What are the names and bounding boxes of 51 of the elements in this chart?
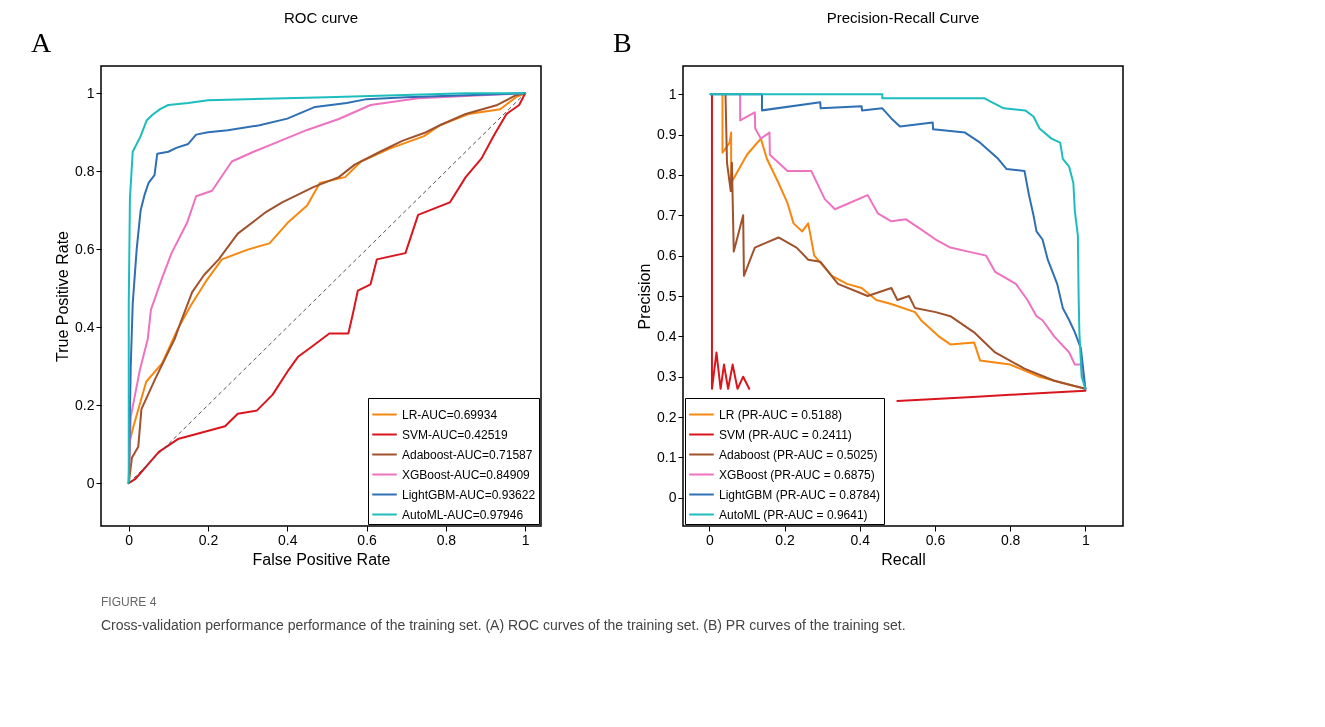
x-tick-label: 1 <box>1081 531 1090 548</box>
y-tick-label: 0.4 <box>75 318 95 335</box>
legend-label: XGBoost (PR-AUC = 0.6875) <box>719 467 875 482</box>
y-tick-label: 0.2 <box>75 396 95 413</box>
legend-label: SVM-AUC=0.42519 <box>402 427 509 442</box>
x-tick-label: 0 <box>125 531 134 548</box>
legend-label: SVM (PR-AUC = 0.2411) <box>719 427 852 442</box>
y-tick-label: 0.9 <box>657 126 677 143</box>
y-tick-label: 0.1 <box>657 448 677 465</box>
y-tick-label: 0.5 <box>657 287 677 304</box>
x-tick-label: 0.2 <box>198 531 219 548</box>
x-tick-label: 0.4 <box>850 531 871 548</box>
x-tick-label: 0 <box>705 531 714 548</box>
x-tick-label: 0.4 <box>278 531 298 548</box>
x-tick-label: 0.6 <box>925 531 946 548</box>
y-tick-label: 0.8 <box>75 162 95 179</box>
y-tick-label: 0.8 <box>657 166 677 183</box>
y-tick-label: 0.7 <box>657 206 677 223</box>
y-tick-label: 0.4 <box>657 327 677 344</box>
text: A <box>31 27 52 58</box>
caption: FIGURE 4 <box>101 595 157 609</box>
y-tick-label: 0 <box>86 474 95 491</box>
legend-label: Adaboost (PR-AUC = 0.5025) <box>719 447 878 462</box>
legend-label: Adaboost-AUC=0.71587 <box>402 447 533 462</box>
x-tick-label: 1 <box>521 531 530 548</box>
x-axis-title: Recall <box>881 550 926 568</box>
text: Cross-validation performance performance of the training set. (A) ROC curves of the training set. (B) PR curves of the training set. <box>101 617 906 633</box>
chart-title: ROC curve <box>283 9 359 26</box>
text: B <box>613 27 632 58</box>
y-axis-title: True Positive Rate <box>54 230 72 363</box>
chart-title: Precision-Recall Curve <box>826 9 980 26</box>
x-axis-title: False Positive Rate <box>252 550 391 568</box>
legend-label: LightGBM (PR-AUC = 0.8784) <box>719 487 881 502</box>
y-tick-label: 1 <box>86 84 95 101</box>
y-tick-label: 0.3 <box>657 368 677 385</box>
x-tick-label: 0.6 <box>357 531 378 548</box>
y-axis-title: Precision <box>636 263 654 330</box>
legend-label: LR (PR-AUC = 0.5188) <box>719 407 843 422</box>
y-tick-label: 1 <box>668 85 677 102</box>
x-tick-label: 0.2 <box>775 531 795 548</box>
y-tick-label: 0.6 <box>75 240 95 257</box>
legend-label: LightGBM-AUC=0.93622 <box>402 487 536 502</box>
legend-label: AutoML-AUC=0.97946 <box>402 507 524 522</box>
y-tick-label: 0.2 <box>657 408 677 425</box>
x-tick-label: 0.8 <box>1000 531 1021 548</box>
y-tick-label: 0.6 <box>657 247 677 264</box>
x-tick-label: 0.8 <box>436 531 457 548</box>
legend-label: XGBoost-AUC=0.84909 <box>402 467 531 482</box>
y-tick-label: 0 <box>668 489 677 506</box>
legend-label: AutoML (PR-AUC = 0.9641) <box>719 507 868 522</box>
legend-label: LR-AUC=0.69934 <box>402 407 498 422</box>
